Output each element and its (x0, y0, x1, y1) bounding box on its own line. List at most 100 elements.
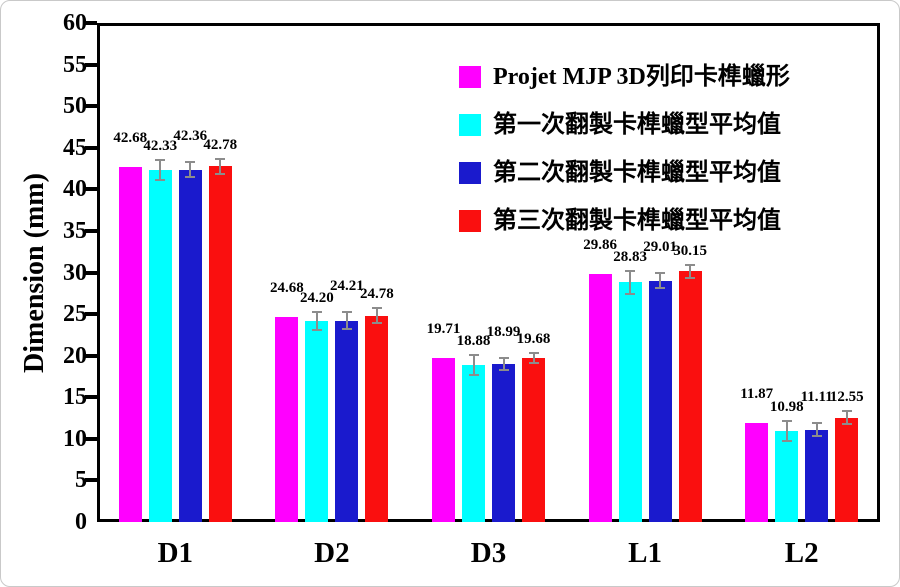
bar-D2-series3 (335, 320, 359, 522)
error-bar-cap (625, 292, 636, 295)
error-bar-cap (311, 310, 322, 313)
bar-D1-series3 (178, 169, 202, 522)
bar-D3-series2 (462, 364, 485, 522)
error-bar-cap (781, 439, 792, 442)
error-bar-cap (498, 368, 509, 371)
bar-value-label: 11.11 (800, 388, 833, 405)
error-bar (689, 264, 692, 278)
error-bar-cap (811, 435, 822, 438)
y-axis-tick (85, 478, 97, 483)
error-bar-cap (311, 328, 322, 331)
y-axis-tick-label: 25 (63, 301, 87, 328)
bar-L2-series1 (745, 423, 769, 522)
error-bar (345, 312, 348, 329)
bar-value-label: 42.36 (173, 128, 208, 145)
bar-value-label: 19.68 (516, 331, 551, 348)
bar-value-label: 12.55 (829, 388, 864, 405)
error-bar-cap (468, 373, 479, 376)
error-bar (189, 162, 192, 178)
error-bar (502, 358, 505, 370)
error-bar-cap (341, 311, 352, 314)
y-axis-tick-label: 5 (75, 467, 87, 494)
bar-value-label: 24.21 (330, 278, 364, 295)
legend-swatch (459, 66, 481, 88)
bar-value-label: 42.78 (203, 136, 238, 153)
error-bar (629, 270, 632, 294)
bar-L1-series2 (618, 282, 642, 522)
bar-value-label: 24.78 (360, 286, 394, 303)
bar-value-label: 11.87 (740, 386, 774, 403)
error-bar (219, 158, 222, 174)
y-axis-tick-label: 45 (63, 134, 87, 161)
error-bar (815, 422, 818, 437)
error-bar (315, 311, 318, 330)
error-bar-cap (841, 423, 852, 426)
error-bar-cap (528, 352, 539, 355)
bar-value-label: 30.15 (673, 242, 707, 259)
error-bar (159, 159, 162, 180)
x-axis-category-label: D3 (470, 537, 507, 569)
x-axis-category-label: D2 (314, 537, 350, 569)
y-axis-tick (85, 353, 97, 358)
legend-swatch (459, 114, 481, 136)
legend-label: 第一次翻製卡榫蠟型平均值 (493, 112, 781, 138)
y-axis-tick (85, 436, 97, 441)
error-bar-cap (341, 327, 352, 330)
bar-D3-series3 (492, 364, 515, 522)
y-axis-tick-label: 55 (63, 51, 87, 78)
error-bar-cap (685, 276, 696, 279)
bar-value-label: 10.98 (769, 398, 804, 415)
error-bar (845, 410, 848, 425)
bar-D2-series4 (365, 315, 389, 522)
y-axis-tick (85, 395, 97, 400)
y-axis-tick-label: 60 (63, 10, 87, 36)
error-bar-cap (811, 421, 822, 424)
bar-D1-series4 (208, 166, 232, 522)
error-bar-cap (498, 357, 509, 360)
y-axis-tick (85, 62, 97, 67)
bar-value-label: 24.20 (300, 289, 334, 306)
x-axis-category-label: L1 (628, 537, 663, 569)
y-axis-tick (85, 104, 97, 109)
bar-L1-series1 (588, 273, 612, 522)
bar-D1-series2 (148, 169, 172, 522)
y-axis-tick-label: 30 (63, 259, 87, 286)
error-bar-cap (371, 307, 382, 310)
bar-D3-series1 (432, 358, 455, 522)
legend-label: Projet MJP 3D列印卡榫蠟形 (493, 64, 790, 90)
error-bar-cap (655, 287, 666, 290)
x-axis-category-label: D1 (157, 537, 194, 569)
y-axis-tick (85, 270, 97, 275)
legend-swatch (459, 162, 481, 184)
y-axis-tick (85, 145, 97, 150)
bar-value-label: 18.99 (486, 324, 521, 341)
bar-D2-series2 (305, 320, 329, 522)
error-bar (375, 308, 378, 324)
error-bar-cap (781, 419, 792, 422)
y-axis-tick (85, 187, 97, 192)
error-bar (472, 355, 475, 375)
y-axis-tick-label: 35 (63, 217, 87, 244)
error-bar-cap (685, 263, 696, 266)
y-axis-tick (85, 228, 97, 233)
bar-D3-series4 (522, 358, 545, 522)
y-axis-tick-label: 20 (63, 342, 87, 369)
bar-L2-series2 (775, 430, 799, 522)
bar-value-label: 29.01 (643, 239, 677, 256)
bar-L2-series3 (805, 429, 829, 522)
error-bar-cap (155, 158, 166, 161)
y-axis-tick-label: 15 (63, 384, 87, 411)
y-axis-tick-label: 50 (63, 93, 87, 120)
legend-label: 第三次翻製卡榫蠟型平均值 (493, 208, 781, 234)
bar-value-label: 19.71 (426, 321, 461, 338)
y-axis-tick (85, 21, 97, 25)
error-bar-cap (841, 409, 852, 412)
bar-value-label: 42.68 (113, 130, 148, 147)
bar-L2-series4 (835, 417, 859, 522)
error-bar-cap (528, 362, 539, 365)
error-bar-cap (215, 172, 226, 175)
error-bar-cap (215, 157, 226, 160)
legend-label: 第二次翻製卡榫蠟型平均值 (493, 160, 781, 186)
bar-D2-series1 (275, 316, 299, 522)
